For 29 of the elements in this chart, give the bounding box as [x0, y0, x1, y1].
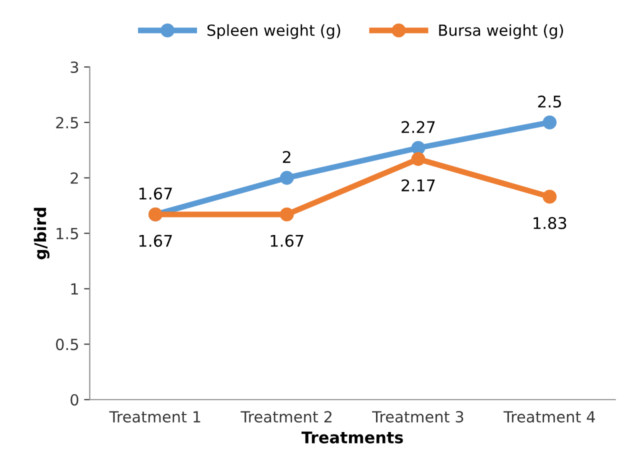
y-tick-label: 2 — [70, 172, 78, 184]
y-tick-label: 0.5 — [56, 338, 78, 350]
point — [542, 115, 557, 130]
data-label: 2.17 — [402, 179, 435, 192]
x-tick-label: Treatment 4 — [503, 411, 595, 423]
y-tick-label: 1 — [71, 283, 78, 295]
legend-label: Bursa weight (g) — [439, 24, 563, 39]
y-tick-label: 3 — [70, 61, 78, 74]
point — [280, 170, 294, 185]
y-tick-label: 0 — [70, 394, 78, 406]
x-axis-title: Treatments — [302, 432, 403, 444]
point — [411, 152, 426, 166]
legend-label: Spleen weight (g) — [207, 24, 340, 39]
data-label: 2.5 — [538, 96, 561, 108]
data-label: 2.27 — [402, 121, 435, 133]
point — [280, 208, 294, 222]
data-label: 1.67 — [139, 188, 172, 200]
y-tick-label: 1.5 — [56, 228, 78, 240]
x-tick-label: Treatment 2 — [240, 411, 332, 423]
data-label: 1.67 — [139, 234, 172, 247]
data-label: 1.83 — [534, 217, 566, 230]
y-axis-title: g/bird — [34, 208, 50, 260]
x-tick-label: Treatment 3 — [372, 411, 464, 423]
y-tick-label: 2.5 — [56, 116, 78, 128]
point — [542, 190, 557, 204]
data-label: 2 — [282, 150, 290, 163]
x-tick-label: Treatment 1 — [109, 411, 200, 423]
point — [411, 140, 426, 155]
data-label: 1.67 — [270, 234, 304, 247]
